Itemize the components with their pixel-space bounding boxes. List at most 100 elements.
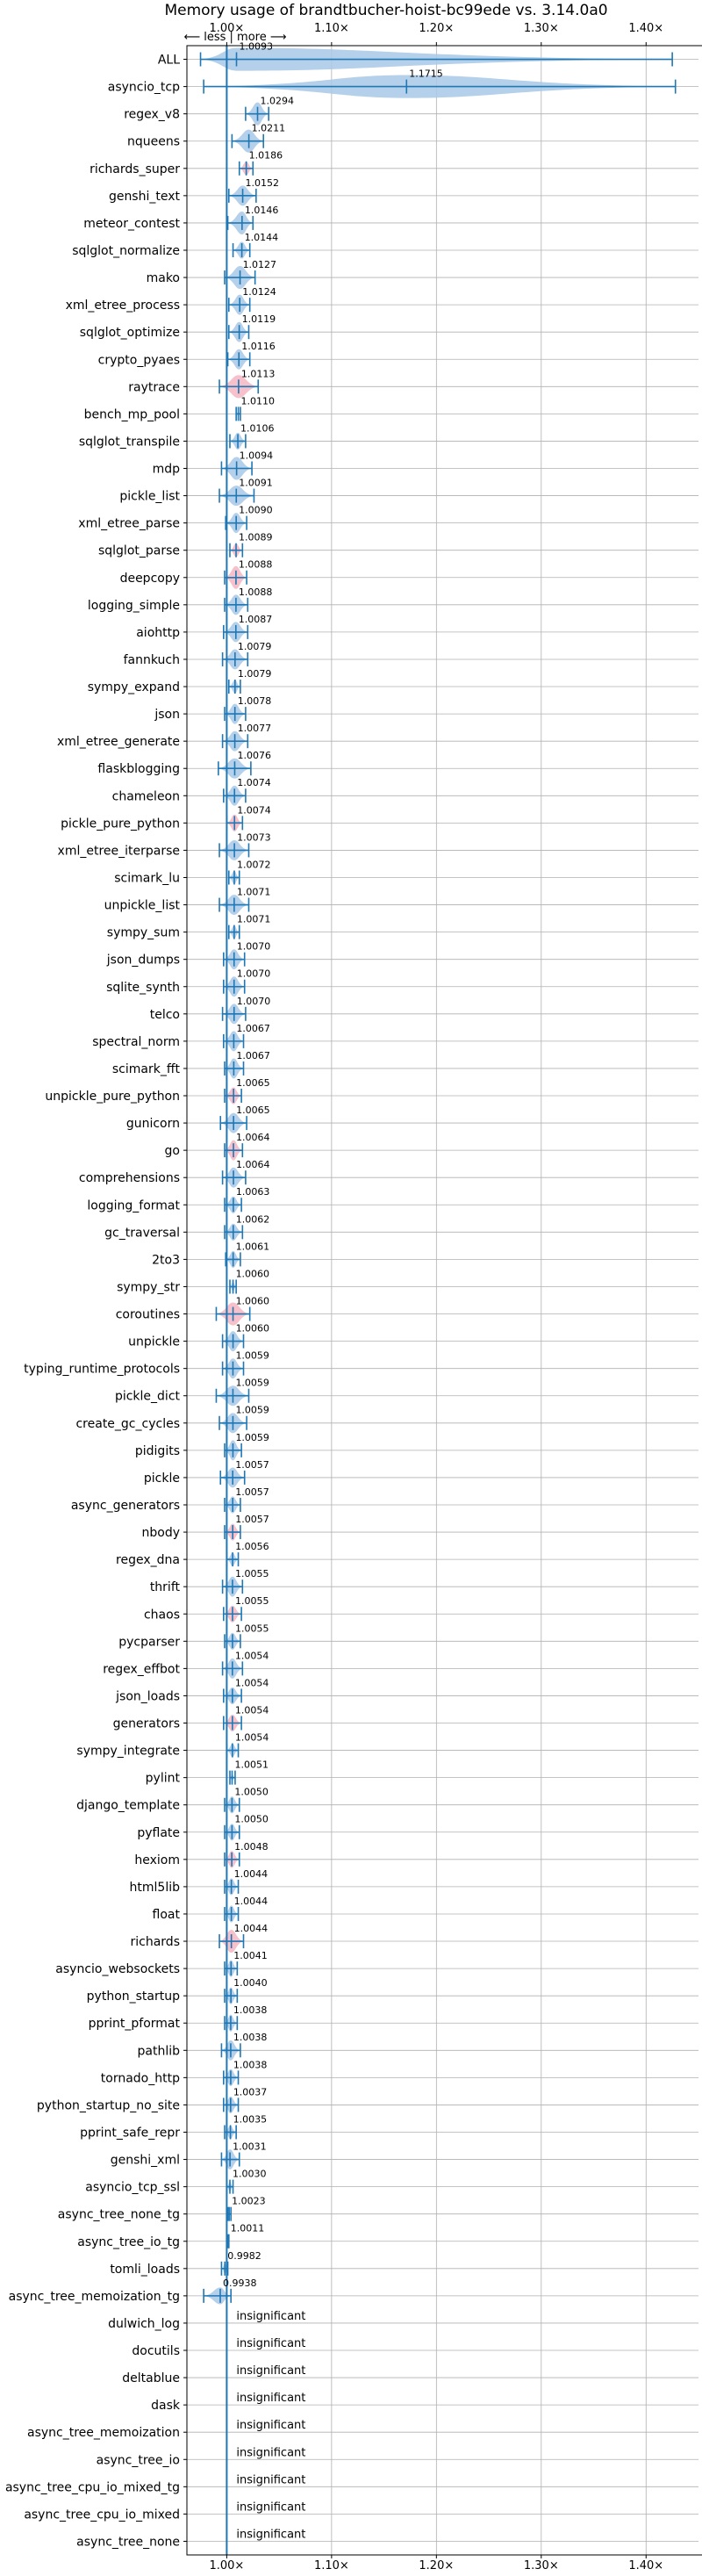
value-label: 1.0146 (245, 205, 279, 216)
y-tick-label: richards_super (90, 162, 180, 176)
y-tick-label: pyflate (137, 1826, 180, 1840)
y-tick-label: xml_etree_generate (57, 735, 180, 749)
value-label: 1.0152 (246, 177, 280, 189)
x-tick-label-bottom: 1.20× (419, 2559, 454, 2572)
value-label: 1.0124 (242, 286, 276, 298)
value-label: 1.0060 (236, 1268, 270, 1279)
value-label: 1.0054 (235, 1732, 269, 1744)
y-tick-label: crypto_pyaes (98, 353, 180, 367)
value-label: 1.0059 (235, 1405, 269, 1416)
y-tick-label: unpickle_pure_python (45, 1090, 180, 1104)
y-tick-label: sqlglot_parse (98, 544, 180, 558)
value-label: 1.0186 (249, 150, 283, 162)
y-tick-label: sympy_sum (107, 926, 180, 940)
x-tick-label-top: 1.00× (209, 22, 244, 35)
value-label: 1.0087 (239, 614, 273, 625)
y-tick-label: json_loads (115, 1689, 180, 1703)
y-tick-label: asyncio_websockets (55, 1962, 180, 1976)
value-label: 1.0055 (235, 1623, 269, 1634)
value-label: 1.0059 (235, 1350, 269, 1362)
y-tick-label: tornado_http (101, 2071, 180, 2085)
insignificant-label: insignificant (236, 2392, 305, 2405)
y-tick-label: scimark_lu (114, 871, 180, 885)
insignificant-label: insignificant (236, 2419, 305, 2432)
y-tick-label: float (153, 1908, 181, 1922)
insignificant-label: insignificant (236, 2337, 305, 2350)
y-tick-label: deltablue (122, 2371, 180, 2385)
y-tick-label: nbody (142, 1526, 181, 1540)
value-label: 1.0074 (237, 777, 271, 788)
value-label: 1.0041 (233, 1950, 268, 1961)
value-label: 1.0071 (237, 914, 271, 925)
y-tick-label: django_template (76, 1799, 180, 1813)
y-tick-label: pycparser (118, 1635, 180, 1649)
y-tick-label: pprint_safe_repr (80, 2126, 180, 2140)
value-label: 1.0048 (234, 1841, 269, 1853)
label-layer: 1.0093 1.1715 1.0294 1.0211 1.0186 1.0152 1.01… (223, 40, 443, 2541)
y-tick-label: logging_simple (88, 599, 180, 613)
y-tick-label: aiohttp (136, 626, 180, 640)
value-label: 1.0077 (238, 723, 272, 734)
y-tick-label: pickle_pure_python (61, 817, 180, 831)
value-label: 1.0062 (236, 1213, 270, 1225)
y-tick-label: sympy_expand (88, 680, 180, 694)
value-label: 1.0064 (236, 1132, 270, 1143)
y-tick-label: hexiom (134, 1853, 180, 1867)
y-tick-label: pathlib (138, 2044, 181, 2058)
insignificant-label: insignificant (236, 2473, 305, 2486)
value-label: 1.0037 (233, 2086, 268, 2097)
y-tick-label: xml_etree_iterparse (58, 844, 180, 858)
y-tick-label: fannkuch (124, 653, 180, 667)
y-tick-label: genshi_xml (111, 2154, 180, 2168)
y-tick-label: async_tree_cpu_io_mixed_tg (5, 2480, 180, 2494)
x-tick-label-top: 1.40× (628, 22, 663, 35)
x-tick-label-top: 1.20× (419, 22, 454, 35)
value-label: 1.0044 (234, 1868, 269, 1880)
value-label: 1.0065 (236, 1077, 270, 1089)
value-label: 1.0023 (232, 2196, 266, 2207)
insignificant-label: insignificant (236, 2528, 305, 2541)
y-tick-label: pidigits (135, 1444, 180, 1458)
y-tick-label: sympy_str (117, 1280, 180, 1294)
value-label: 1.0059 (235, 1432, 269, 1443)
y-tick-label: async_tree_none_tg (58, 2208, 180, 2222)
value-label: 1.0051 (234, 1759, 269, 1771)
y-tick-label: pprint_pformat (89, 2017, 181, 2031)
value-label: 1.0113 (241, 368, 276, 379)
y-tick-label: docutils (132, 2344, 180, 2358)
y-tick-label: sqlglot_normalize (72, 244, 180, 258)
value-label: 1.0059 (235, 1378, 269, 1389)
y-tick-label: ALL (158, 54, 180, 68)
y-tick-label: pickle_list (119, 490, 180, 504)
value-label: 1.0088 (239, 559, 273, 571)
value-label: 1.0044 (234, 1896, 269, 1907)
y-tick-label: chameleon (112, 789, 180, 803)
y-tick-label: coroutines (116, 1308, 180, 1322)
plot-frame (186, 45, 702, 2556)
value-label: 1.1715 (409, 68, 443, 80)
value-label: 1.0294 (261, 96, 295, 107)
y-tick-label: regex_v8 (124, 108, 180, 122)
y-tick-label: sqlite_synth (106, 981, 180, 995)
value-label: 1.0061 (236, 1241, 270, 1252)
y-tick-label: html5lib (130, 1881, 181, 1895)
y-tick-label: scimark_fft (112, 1062, 181, 1076)
value-label: 1.0055 (235, 1568, 269, 1579)
y-tick-label: pickle_dict (115, 1390, 181, 1404)
value-label: 1.0065 (236, 1105, 270, 1116)
value-label: 1.0038 (233, 2059, 268, 2070)
value-label: 1.0110 (241, 395, 276, 407)
value-label: 1.0116 (241, 341, 276, 352)
value-label: 1.0078 (238, 695, 272, 707)
y-tick-label: telco (150, 1008, 180, 1022)
value-label: 1.0060 (236, 1295, 270, 1306)
value-label: 1.0067 (236, 1023, 270, 1034)
y-tick-label: flaskblogging (97, 762, 180, 776)
y-tick-label: pickle (144, 1471, 180, 1486)
value-label: 1.0067 (236, 1050, 270, 1061)
value-label: 1.0050 (234, 1814, 269, 1825)
value-label: 1.0088 (239, 586, 273, 598)
y-tick-label: pylint (146, 1772, 181, 1786)
y-tick-label: json_dumps (106, 953, 180, 968)
